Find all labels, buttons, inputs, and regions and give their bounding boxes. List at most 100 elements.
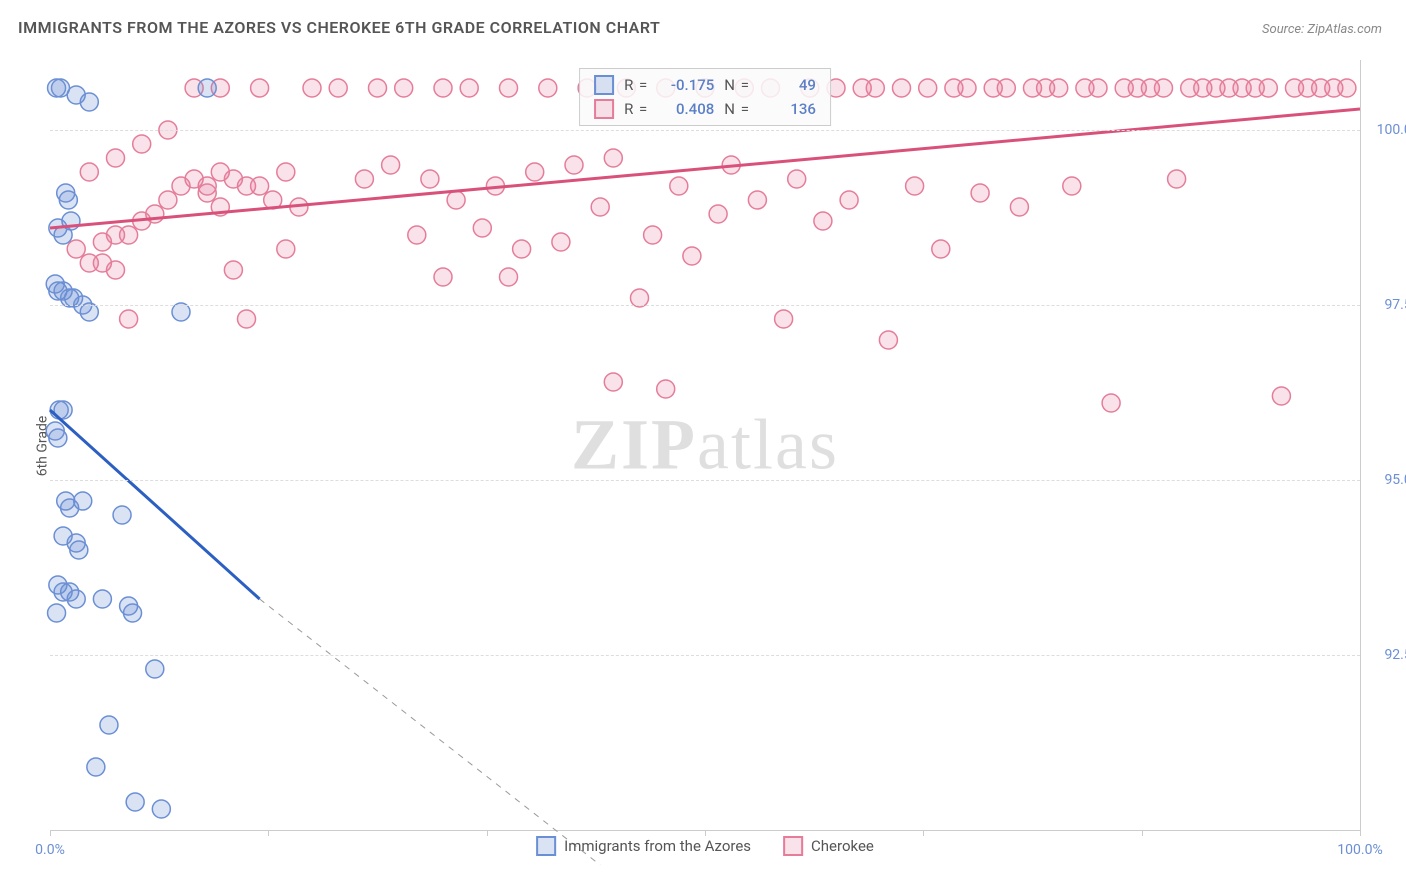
scatter-point xyxy=(788,170,806,188)
bottom-legend-label-0: Immigrants from the Azores xyxy=(564,837,751,855)
scatter-point xyxy=(709,205,727,223)
legend-stats-row-1: R = 0.408 N = 136 xyxy=(594,97,816,121)
chart-svg xyxy=(50,60,1360,830)
y-tick-label: 92.5% xyxy=(1384,647,1406,663)
scatter-point xyxy=(120,310,138,328)
y-tick-label: 97.5% xyxy=(1384,297,1406,313)
scatter-point xyxy=(513,240,531,258)
scatter-point xyxy=(565,156,583,174)
x-tick-label: 0.0% xyxy=(35,842,65,858)
n-value-1: 136 xyxy=(760,100,816,118)
x-tick xyxy=(1142,830,1143,836)
x-tick xyxy=(1360,830,1361,836)
scatter-point xyxy=(133,135,151,153)
grid-line xyxy=(50,305,1360,306)
x-tick xyxy=(705,830,706,836)
scatter-point xyxy=(604,373,622,391)
legend-swatch-1 xyxy=(594,99,614,119)
r-value-0: -0.175 xyxy=(658,76,714,94)
scatter-point xyxy=(552,233,570,251)
scatter-point xyxy=(604,149,622,167)
scatter-point xyxy=(126,793,144,811)
scatter-point xyxy=(146,660,164,678)
grid-line xyxy=(50,130,1360,131)
scatter-point xyxy=(434,268,452,286)
scatter-point xyxy=(395,79,413,97)
scatter-point xyxy=(277,163,295,181)
scatter-point xyxy=(1063,177,1081,195)
scatter-point xyxy=(107,149,125,167)
scatter-point xyxy=(1155,79,1173,97)
scatter-point xyxy=(1168,170,1186,188)
scatter-point xyxy=(866,79,884,97)
scatter-point xyxy=(80,163,98,181)
scatter-point xyxy=(971,184,989,202)
scatter-point xyxy=(526,163,544,181)
scatter-point xyxy=(879,331,897,349)
trend-line xyxy=(50,109,1360,228)
scatter-point xyxy=(224,261,242,279)
scatter-point xyxy=(303,79,321,97)
trend-line-dashed xyxy=(260,599,601,865)
scatter-point xyxy=(124,604,142,622)
scatter-point xyxy=(113,506,131,524)
scatter-point xyxy=(198,184,216,202)
scatter-point xyxy=(775,310,793,328)
scatter-point xyxy=(591,198,609,216)
n-label: N = xyxy=(724,100,750,118)
scatter-point xyxy=(421,170,439,188)
scatter-point xyxy=(67,590,85,608)
scatter-point xyxy=(277,240,295,258)
grid-line xyxy=(50,480,1360,481)
n-label: N = xyxy=(724,76,750,94)
scatter-point xyxy=(460,79,478,97)
scatter-point xyxy=(683,247,701,265)
scatter-point xyxy=(1089,79,1107,97)
scatter-point xyxy=(500,268,518,286)
scatter-point xyxy=(59,191,77,209)
bottom-legend: Immigrants from the Azores Cherokee xyxy=(536,836,874,856)
scatter-point xyxy=(198,79,216,97)
scatter-point xyxy=(670,177,688,195)
scatter-point xyxy=(74,492,92,510)
bottom-legend-item-0: Immigrants from the Azores xyxy=(536,836,751,856)
scatter-point xyxy=(238,310,256,328)
chart-title: IMMIGRANTS FROM THE AZORES VS CHEROKEE 6… xyxy=(18,18,660,37)
x-tick xyxy=(487,830,488,836)
scatter-point xyxy=(329,79,347,97)
scatter-point xyxy=(932,240,950,258)
scatter-point xyxy=(251,79,269,97)
scatter-point xyxy=(107,261,125,279)
y-tick-label: 100.0% xyxy=(1377,122,1406,138)
bottom-legend-label-1: Cherokee xyxy=(811,837,874,855)
y-tick-label: 95.0% xyxy=(1384,472,1406,488)
source-attribution: Source: ZipAtlas.com xyxy=(1262,22,1382,37)
scatter-point xyxy=(1102,394,1120,412)
scatter-point xyxy=(919,79,937,97)
scatter-point xyxy=(958,79,976,97)
scatter-point xyxy=(120,226,138,244)
x-tick-label: 100.0% xyxy=(1337,842,1382,858)
n-value-0: 49 xyxy=(760,76,816,94)
scatter-point xyxy=(93,590,111,608)
scatter-point xyxy=(251,177,269,195)
scatter-point xyxy=(87,758,105,776)
scatter-point xyxy=(539,79,557,97)
plot-area: ZIPatlas R = -0.175 N = 49 R = 0.408 N =… xyxy=(50,60,1361,831)
r-label: R = xyxy=(624,76,648,94)
bottom-legend-swatch-0 xyxy=(536,836,556,856)
scatter-point xyxy=(906,177,924,195)
scatter-point xyxy=(893,79,911,97)
scatter-point xyxy=(473,219,491,237)
legend-stats-row-0: R = -0.175 N = 49 xyxy=(594,73,816,97)
x-tick xyxy=(923,830,924,836)
scatter-point xyxy=(1010,198,1028,216)
scatter-point xyxy=(840,191,858,209)
scatter-point xyxy=(644,226,662,244)
legend-swatch-0 xyxy=(594,75,614,95)
scatter-point xyxy=(500,79,518,97)
scatter-point xyxy=(1050,79,1068,97)
scatter-point xyxy=(1272,387,1290,405)
scatter-point xyxy=(382,156,400,174)
scatter-point xyxy=(67,240,85,258)
